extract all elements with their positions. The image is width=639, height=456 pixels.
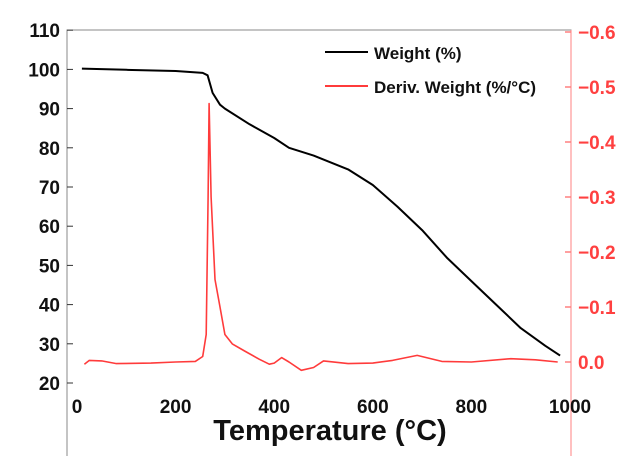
x-tick-label: 600 xyxy=(357,397,389,418)
y-tick-label: 70 xyxy=(39,178,60,199)
y-tick-label: 90 xyxy=(39,100,60,121)
y-tick-label: 40 xyxy=(39,296,60,317)
y2-tick-label: 0.0 xyxy=(578,353,604,374)
weight-line xyxy=(81,67,561,357)
deriv-weight-line xyxy=(83,102,558,372)
x-tick-label: 400 xyxy=(258,397,290,418)
y-tick-label: 30 xyxy=(39,335,60,356)
legend-label-deriv: Deriv. Weight (%/°C) xyxy=(374,78,536,97)
y-tick-label: 20 xyxy=(39,374,60,395)
y-tick-label: 110 xyxy=(29,21,60,42)
x-axis-label: Temperature (°C) xyxy=(213,415,446,447)
x-tick-label: 1000 xyxy=(549,397,591,418)
y2-tick-label: −0.5 xyxy=(578,78,616,99)
legend: Weight (%) Deriv. Weight (%/°C) xyxy=(325,44,536,97)
y2-tick-label: −0.1 xyxy=(578,298,616,319)
y2-tick-label: −0.2 xyxy=(578,243,616,264)
y-tick-label: 50 xyxy=(39,256,60,277)
y2-tick-label: −0.3 xyxy=(578,188,616,209)
y2-tick-label: −0.4 xyxy=(578,133,616,154)
x-tick-label: 800 xyxy=(456,397,488,418)
x-tick-label: 200 xyxy=(160,397,192,418)
x-tick-label: 0 xyxy=(72,397,83,418)
y-tick-label: 100 xyxy=(28,60,60,81)
y-tick-label: 60 xyxy=(39,217,60,238)
y2-tick-label: −0.6 xyxy=(578,23,616,44)
y-tick-label: 80 xyxy=(39,139,60,160)
legend-label-weight: Weight (%) xyxy=(374,44,462,63)
